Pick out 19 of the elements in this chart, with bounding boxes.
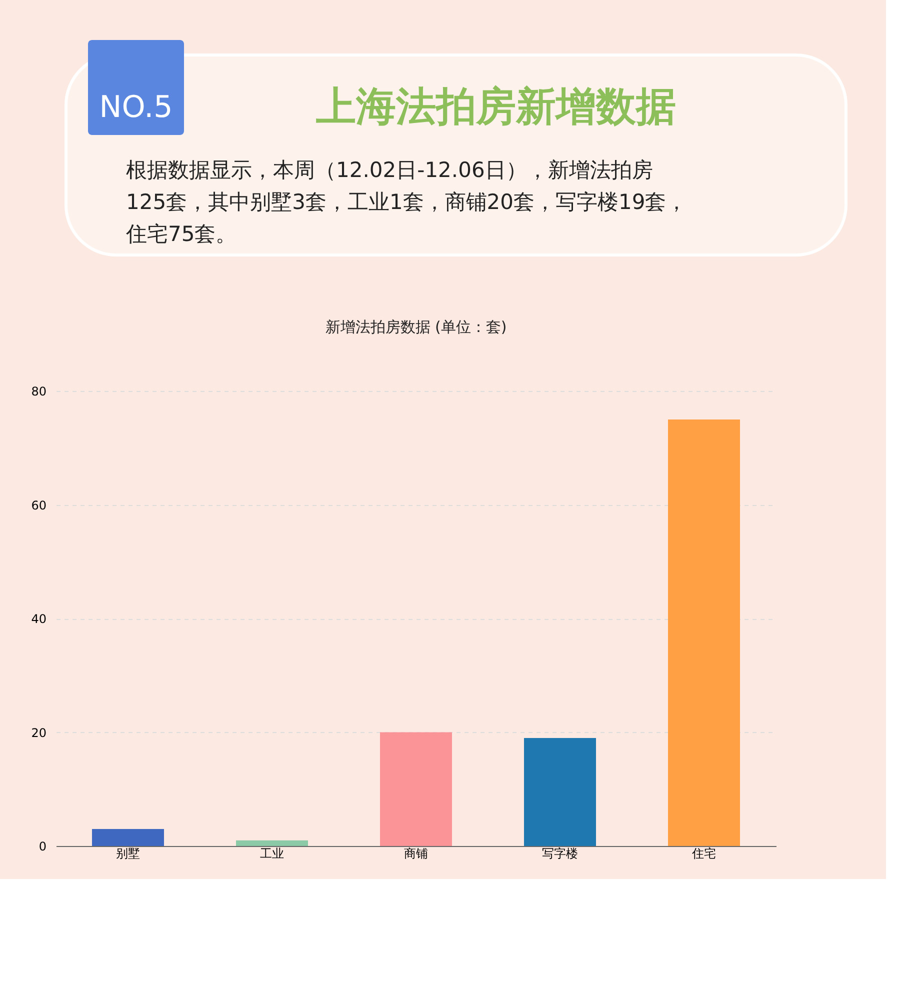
x-tick-label: 工业 — [260, 846, 284, 860]
text: 上海法拍房新增数据 — [316, 84, 676, 130]
bar — [524, 738, 596, 846]
y-tick-label: 40 — [31, 612, 46, 626]
x-tick-label: 商铺 — [404, 846, 428, 860]
bar — [236, 840, 308, 846]
x-tick-label: 别墅 — [116, 846, 140, 860]
bar — [380, 732, 452, 846]
y-tick-label: 0 — [38, 840, 46, 854]
bar — [92, 828, 164, 846]
y-tick-label: 80 — [31, 384, 46, 398]
bar — [668, 419, 740, 846]
text: NO.5 — [99, 90, 173, 125]
text: 根据数据显示，本周（12.02日-12.06日），新增法拍房125套，其中别墅3套，工业1套，商铺20套，写字楼19套，住宅75套。 — [125, 158, 688, 246]
y-tick-label: 20 — [31, 726, 46, 740]
y-tick-label: 60 — [31, 498, 46, 512]
x-tick-label: 住宅 — [691, 846, 716, 860]
chart-title: 新增法拍房数据 (单位：套) — [325, 318, 507, 336]
x-tick-label: 写字楼 — [542, 846, 578, 860]
